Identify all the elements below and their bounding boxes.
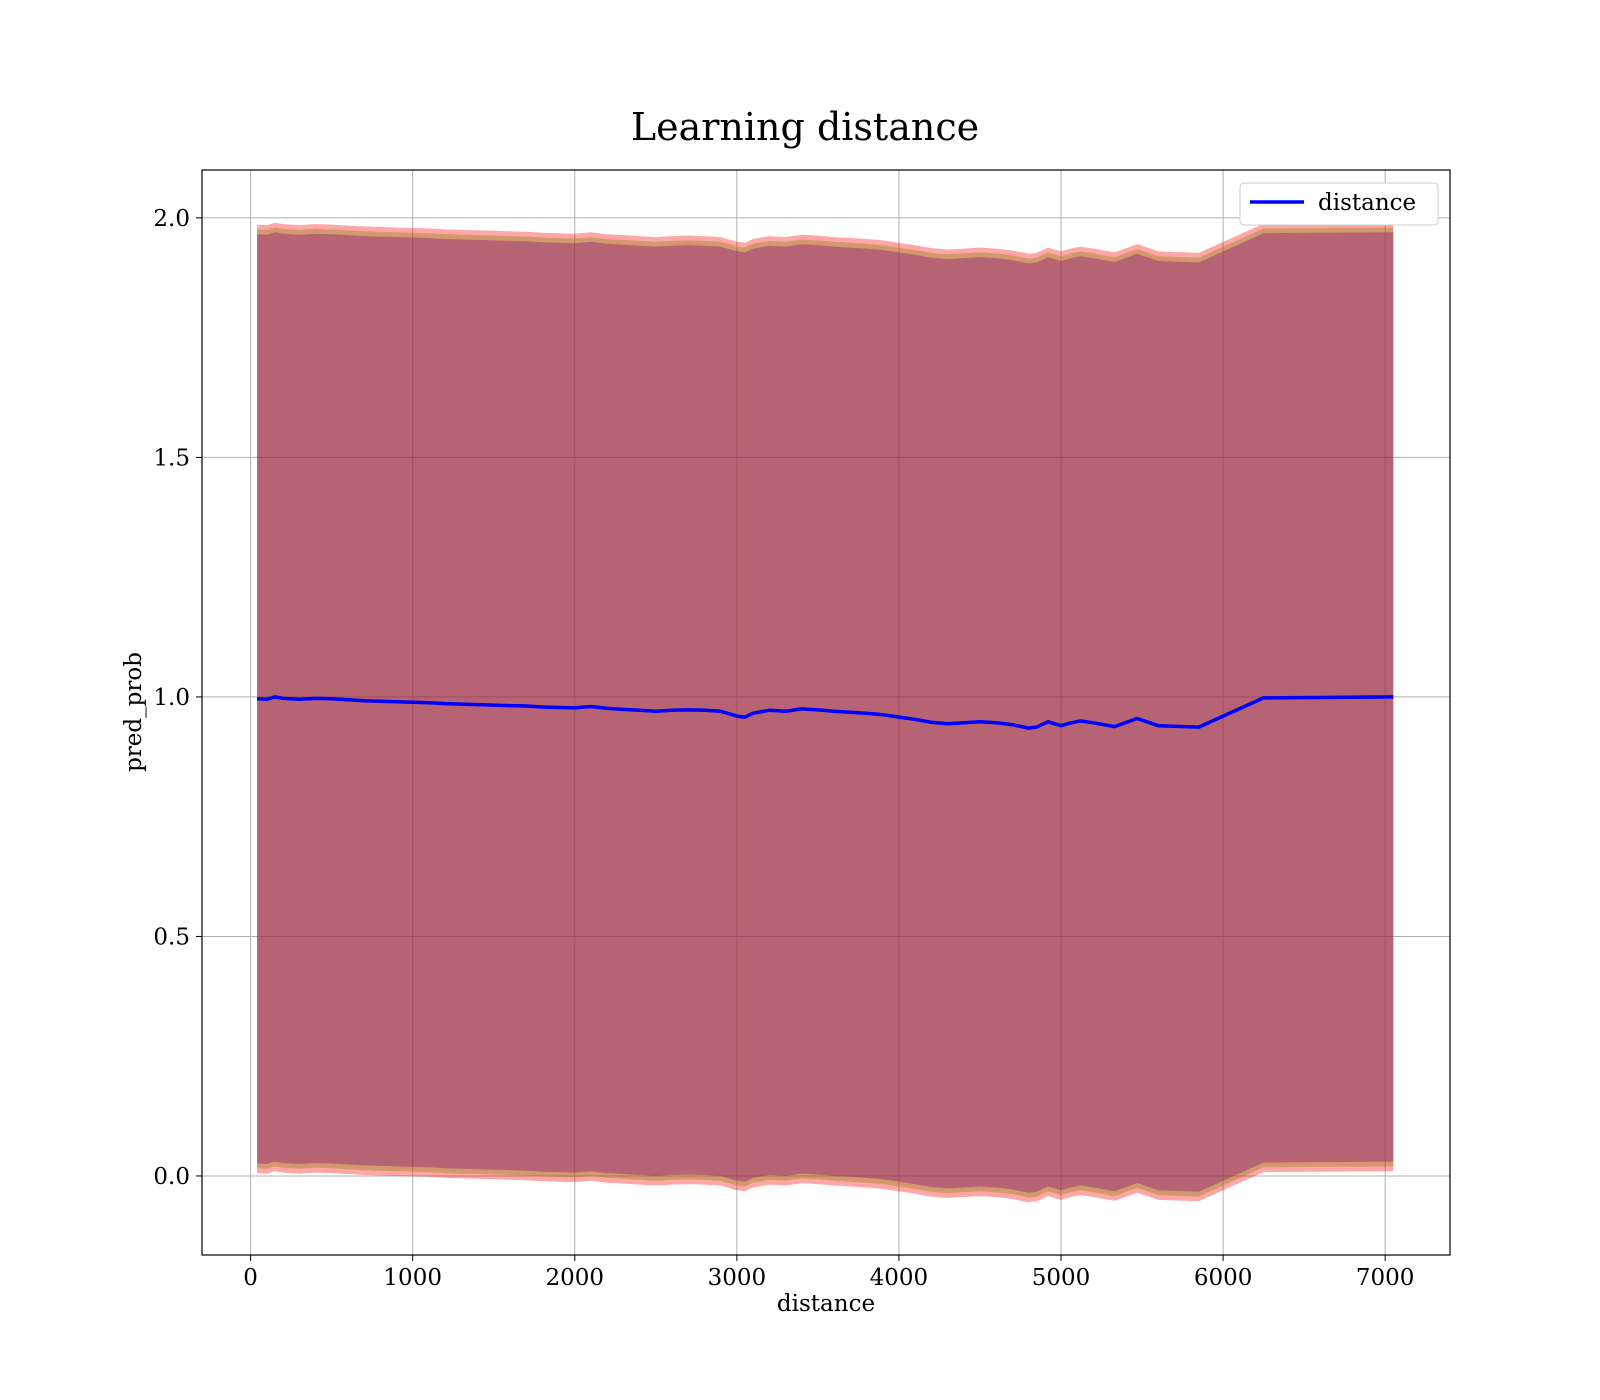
legend-label: distance bbox=[1318, 190, 1416, 216]
x-tick-label: 7000 bbox=[1356, 1265, 1415, 1291]
chart-title: Learning distance bbox=[631, 105, 979, 149]
y-tick-label: 2.0 bbox=[153, 206, 190, 232]
confidence-band-2 bbox=[257, 227, 1394, 1198]
grid bbox=[202, 170, 1450, 1255]
plot-frame bbox=[201, 169, 1451, 1256]
x-tick-label: 6000 bbox=[1194, 1265, 1253, 1291]
series-line-distance bbox=[257, 695, 1394, 730]
x-tick-label: 0 bbox=[243, 1265, 258, 1291]
y-tick-label: 0.0 bbox=[153, 1164, 190, 1190]
x-tick-label: 4000 bbox=[870, 1265, 929, 1291]
confidence-band-3 bbox=[257, 232, 1394, 1193]
series-lines bbox=[257, 695, 1394, 730]
legend: distance bbox=[1239, 182, 1439, 226]
y-tick-label: 0.5 bbox=[153, 924, 190, 950]
x-tick-label: 3000 bbox=[708, 1265, 767, 1291]
bands bbox=[257, 222, 1394, 1203]
y-tick-label: 1.0 bbox=[153, 685, 190, 711]
y-tick-label: 1.5 bbox=[153, 445, 190, 471]
ticks: 0 1000 2000 3000 4000 5000 6000 7000 0.0 0.5 1.0 1.… bbox=[153, 206, 1414, 1291]
x-tick-label: 5000 bbox=[1032, 1265, 1091, 1291]
x-tick-label: 1000 bbox=[383, 1265, 442, 1291]
confidence-band-1 bbox=[257, 222, 1394, 1203]
y-axis-label: pred_prob bbox=[121, 652, 147, 772]
legend-box bbox=[1239, 182, 1439, 226]
x-axis-label: distance bbox=[777, 1291, 875, 1317]
x-tick-label: 2000 bbox=[546, 1265, 605, 1291]
plot-area bbox=[202, 170, 1450, 1255]
